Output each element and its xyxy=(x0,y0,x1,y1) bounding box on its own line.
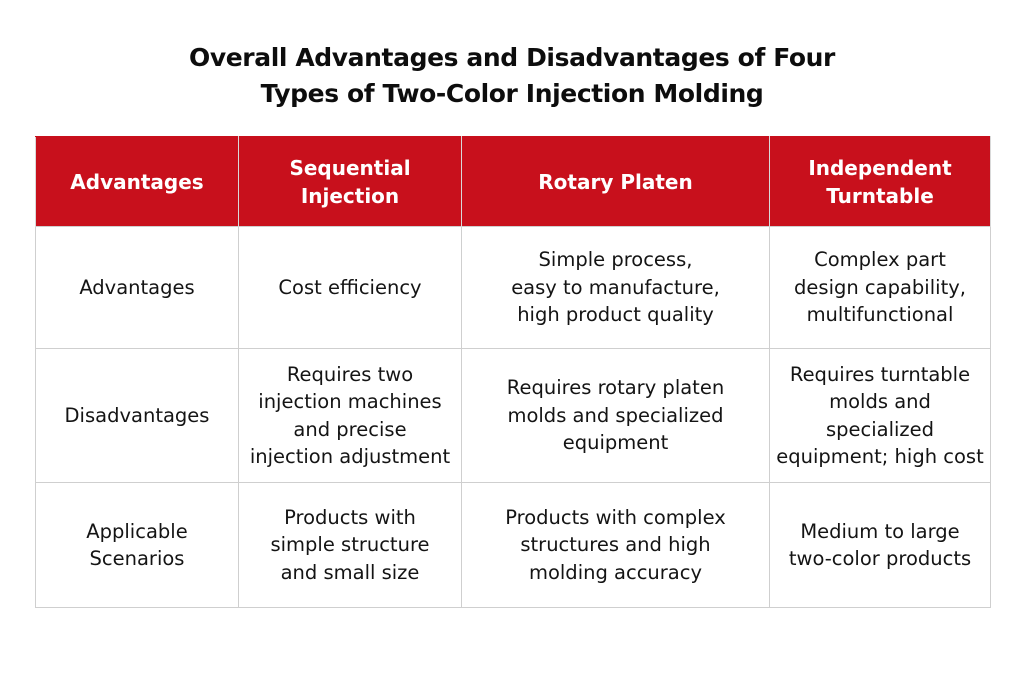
table-row-advantages: Advantages Cost efficiency Simple proces… xyxy=(35,226,991,349)
row-label-disadvantages: Disadvantages xyxy=(35,348,239,483)
cell-line: specialized xyxy=(825,417,935,441)
header-line: Injection xyxy=(300,183,400,208)
cell-turntable-scenarios: Medium to large two-color products xyxy=(769,482,991,608)
cell-rotary-advantages: Simple process, easy to manufacture, hig… xyxy=(461,226,770,349)
page-title: Overall Advantages and Disadvantages of … xyxy=(0,40,1024,112)
cell-line: injection machines xyxy=(258,390,442,413)
cell-line: Cost efficiency xyxy=(278,275,422,299)
title-line-1: Overall Advantages and Disadvantages of … xyxy=(189,43,835,72)
cell-line: Scenarios xyxy=(89,547,185,570)
cell-line: and precise xyxy=(293,417,407,441)
cell-line: and small size xyxy=(280,560,420,584)
cell-rotary-disadvantages: Requires rotary platen molds and special… xyxy=(461,348,770,483)
cell-line: Requires two xyxy=(286,362,414,386)
cell-line: molding accuracy xyxy=(528,560,703,584)
cell-sequential-disadvantages: Requires two injection machines and prec… xyxy=(238,348,462,483)
cell-line: design capability, xyxy=(794,275,966,299)
cell-rotary-scenarios: Products with complex structures and hig… xyxy=(461,482,770,608)
table-header-row: Advantages Sequential Injection Rotary P… xyxy=(35,136,991,227)
cell-sequential-advantages: Cost efficiency xyxy=(238,226,462,349)
header-line: Turntable xyxy=(826,183,934,208)
cell-turntable-advantages: Complex part design capability, multifun… xyxy=(769,226,991,349)
header-line: Independent xyxy=(808,155,952,180)
header-line: Rotary Platen xyxy=(538,169,693,194)
header-sequential-injection: Sequential Injection xyxy=(238,136,462,227)
cell-line: Complex part xyxy=(814,248,946,272)
header-independent-turntable: Independent Turntable xyxy=(769,136,991,227)
title-line-2: Types of Two-Color Injection Molding xyxy=(260,79,764,108)
cell-line: Products with xyxy=(284,505,416,529)
cell-line: injection adjustment xyxy=(249,445,451,468)
cell-line: two-color products xyxy=(788,547,972,570)
cell-line: Disadvantages xyxy=(64,403,210,427)
header-line: Sequential xyxy=(289,155,411,180)
cell-line: Simple process, xyxy=(538,248,693,272)
cell-line: high product quality xyxy=(517,303,714,327)
cell-line: Requires turntable xyxy=(789,362,971,386)
header-advantages: Advantages xyxy=(35,136,239,227)
cell-line: easy to manufacture, xyxy=(511,275,720,299)
cell-line: Medium to large xyxy=(800,519,960,543)
cell-sequential-scenarios: Products with simple structure and small… xyxy=(238,482,462,608)
row-label-applicable-scenarios: Applicable Scenarios xyxy=(35,482,239,608)
cell-turntable-disadvantages: Requires turntable molds and specialized… xyxy=(769,348,991,483)
cell-line: Products with complex xyxy=(505,505,726,529)
cell-line: simple structure xyxy=(270,533,430,557)
cell-line: molds and specialized xyxy=(507,403,724,427)
cell-line: molds and xyxy=(829,390,931,413)
cell-line: equipment xyxy=(562,431,669,455)
row-label-advantages: Advantages xyxy=(35,226,239,349)
cell-line: structures and high xyxy=(520,533,711,557)
cell-line: multifunctional xyxy=(806,303,954,327)
cell-line: equipment; high cost xyxy=(776,445,984,468)
cell-line: Requires rotary platen xyxy=(506,376,725,400)
cell-line: Applicable xyxy=(86,519,188,543)
comparison-table: Advantages Sequential Injection Rotary P… xyxy=(35,136,991,608)
table-row-applicable-scenarios: Applicable Scenarios Products with simpl… xyxy=(35,482,991,608)
header-rotary-platen: Rotary Platen xyxy=(461,136,770,227)
table-row-disadvantages: Disadvantages Requires two injection mac… xyxy=(35,348,991,483)
header-line: Advantages xyxy=(70,169,204,194)
cell-line: Advantages xyxy=(79,275,195,299)
